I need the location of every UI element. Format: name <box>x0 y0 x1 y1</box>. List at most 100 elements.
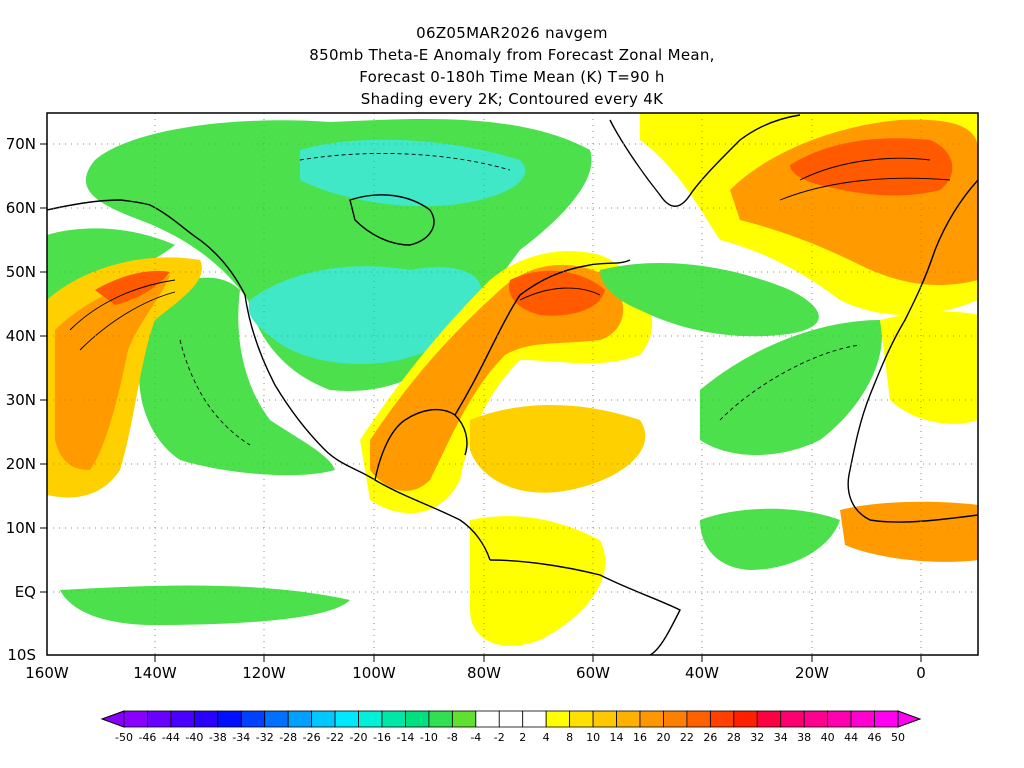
colorbar-label: 10 <box>586 731 600 744</box>
colorbar-label: 38 <box>797 731 811 744</box>
colorbar-swatch <box>498 710 524 728</box>
colorbar-swatch <box>780 710 805 728</box>
colorbar-swatch <box>170 710 195 728</box>
contour-line <box>719 344 861 421</box>
lon-label: 100W <box>352 664 396 682</box>
colorbar-label: -28 <box>279 731 297 744</box>
lon-label: 0 <box>916 664 926 682</box>
colorbar-label: 14 <box>610 731 624 744</box>
colorbar-label: -14 <box>396 731 414 744</box>
shade-green-subtropical-atlantic <box>700 320 882 455</box>
colorbar-label: -20 <box>350 731 368 744</box>
coast-hudson-bay <box>349 194 435 246</box>
lon-label: 60W <box>576 664 610 682</box>
colorbar-label: -50 <box>115 731 133 744</box>
colorbar-label: 40 <box>821 731 835 744</box>
colorbar-label: -26 <box>303 731 321 744</box>
colorbar-label: -8 <box>447 731 458 744</box>
title-line-3: Forecast 0-180h Time Mean (K) T=90 h <box>359 68 665 86</box>
colorbar-swatch <box>874 710 899 728</box>
coast-europe-africa <box>847 179 978 523</box>
colorbar-label: -16 <box>373 731 391 744</box>
lat-label: 20N <box>6 455 36 473</box>
colorbar-label: -40 <box>185 731 203 744</box>
colorbar-swatch <box>451 710 477 728</box>
colorbar-right-arrow <box>897 710 922 728</box>
colorbar-label: 8 <box>566 731 573 744</box>
shade-red-north-atlantic <box>790 138 953 196</box>
colorbar-swatch <box>264 710 289 728</box>
colorbar-swatch <box>147 710 172 728</box>
coastlines <box>47 114 978 655</box>
shade-green-tropical-atlantic <box>700 508 840 570</box>
shade-orange-atlantic-ribbon <box>370 264 624 491</box>
colorbar-swatch <box>123 710 148 728</box>
chart-titles: 06Z05MAR2026 navgem 850mb Theta-E Anomal… <box>0 22 1024 110</box>
map-frame <box>46 112 979 656</box>
colorbar-label: 28 <box>727 731 741 744</box>
lon-label: 160W <box>25 664 69 682</box>
contour-line <box>79 291 176 351</box>
colorbar-label: -38 <box>209 731 227 744</box>
colorbar-swatch <box>709 710 735 728</box>
colorbar-swatch <box>193 710 219 728</box>
colorbar-swatch <box>569 710 594 728</box>
shade-green-mid-atlantic <box>600 262 819 337</box>
colorbar-swatch <box>592 710 617 728</box>
shade-green-equatorial-pacific <box>60 585 350 625</box>
contour-line <box>179 339 251 446</box>
lat-label: 60N <box>6 199 36 217</box>
shade-green-east-pacific <box>139 277 335 476</box>
colorbar-swatch <box>686 710 711 728</box>
colorbar-swatch <box>545 710 571 728</box>
coast-alaska <box>47 199 151 211</box>
colorbar-label: 22 <box>680 731 694 744</box>
colorbar-label: -2 <box>494 731 505 744</box>
shade-yellow-south-america <box>470 516 606 646</box>
lon-axis: 160W 140W 120W 100W 80W 60W 40W 20W 0 <box>25 655 926 682</box>
shade-red-newfoundland <box>509 270 605 316</box>
shade-orange-central-pacific <box>55 275 170 470</box>
colorbar-swatch <box>381 710 406 728</box>
lat-label: EQ <box>15 583 36 601</box>
colorbar-label: 2 <box>519 731 526 744</box>
colorbar: -50 -46 -44 -40 -38 -34 -32 -28 -26 -22 -20 -16 -14-… <box>100 710 922 744</box>
colorbar-swatch <box>616 710 641 728</box>
title-line-2: 850mb Theta-E Anomaly from Forecast Zona… <box>309 46 715 64</box>
colorbar-label: -46 <box>138 731 156 744</box>
colorbar-swatch <box>428 710 453 728</box>
lon-label: 20W <box>795 664 829 682</box>
colorbar-swatch <box>522 710 547 728</box>
coast-west-north-america <box>149 204 376 481</box>
colorbar-swatch <box>358 710 383 728</box>
colorbar-swatch <box>475 710 500 728</box>
coast-gulf-of-mexico <box>374 408 468 481</box>
colorbar-swatch <box>287 710 313 728</box>
title-line-4: Shading every 2K; Contoured every 4K <box>360 90 664 108</box>
colorbar-label: -44 <box>162 731 180 744</box>
coast-south-america <box>489 559 681 655</box>
colorbar-swatch <box>639 710 664 728</box>
colorbar-label: 34 <box>774 731 788 744</box>
shade-yellow-sahara <box>880 311 978 424</box>
colorbar-label: 46 <box>868 731 882 744</box>
anomaly-field <box>47 113 978 655</box>
colorbar-swatch <box>803 710 829 728</box>
lon-label: 120W <box>242 664 286 682</box>
colorbar-swatch <box>217 710 242 728</box>
colorbar-swatch <box>311 710 336 728</box>
grid-lines <box>47 113 978 655</box>
coast-greenland <box>609 114 801 207</box>
colorbar-label: -34 <box>232 731 250 744</box>
colorbar-label: -10 <box>420 731 438 744</box>
shade-cyan-great-lakes <box>248 266 482 364</box>
lon-label: 140W <box>133 664 177 682</box>
coast-east-north-america <box>454 259 631 416</box>
lon-label: 80W <box>467 664 501 682</box>
colorbar-swatch <box>850 710 875 728</box>
title-line-1: 06Z05MAR2026 navgem <box>416 24 608 42</box>
colorbar-label: 16 <box>633 731 647 744</box>
lat-label: 50N <box>6 263 36 281</box>
shade-red-central-pacific <box>95 270 170 305</box>
colorbar-label: -22 <box>326 731 344 744</box>
